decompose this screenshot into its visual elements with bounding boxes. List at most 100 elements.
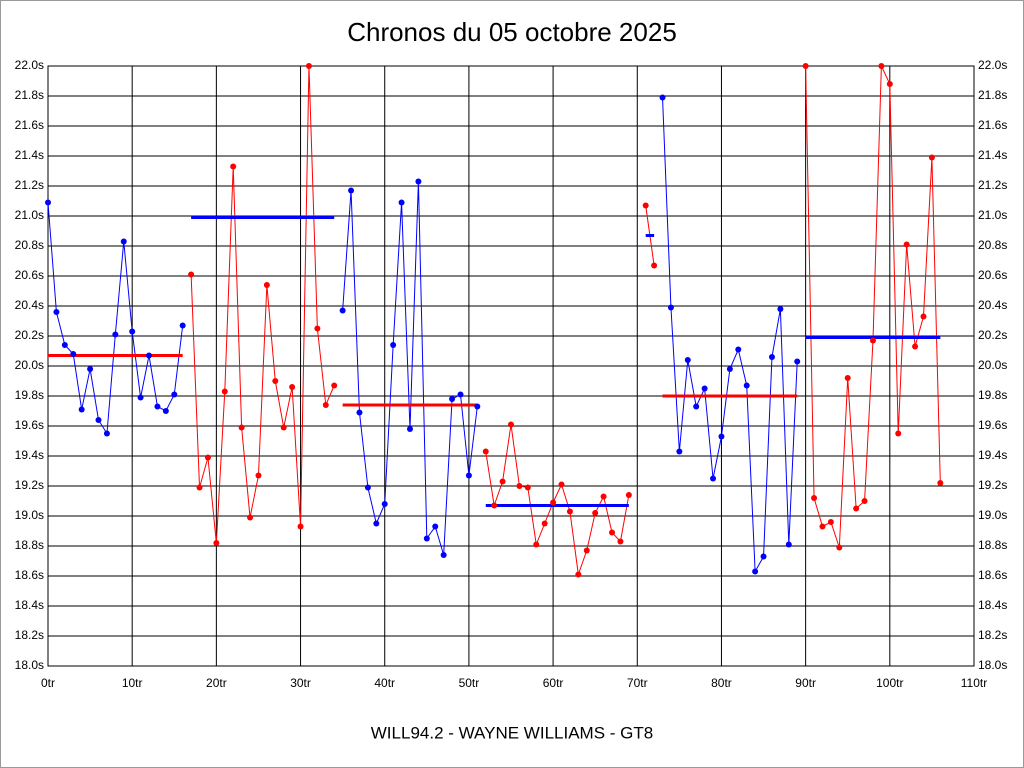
lap-point xyxy=(112,331,119,338)
lap-point xyxy=(735,346,742,353)
lap-point xyxy=(263,282,270,288)
lap-point xyxy=(491,502,498,509)
lap-point xyxy=(785,541,792,548)
lap-point xyxy=(103,430,110,437)
lap-point xyxy=(381,501,388,507)
y-tick-label: 18.2s xyxy=(15,628,44,642)
lap-point xyxy=(465,472,472,479)
y-tick-label: 20.4s xyxy=(15,298,44,312)
x-tick-label: 90tr xyxy=(795,676,816,690)
lap-point xyxy=(364,484,371,491)
x-axis-label: WILL94.2 - WAYNE WILLIAMS - GT8 xyxy=(371,723,653,742)
lap-point xyxy=(903,241,910,248)
lap-point xyxy=(583,547,590,554)
y-tick-label-right: 18.8s xyxy=(978,538,1007,552)
x-tick-label: 70tr xyxy=(627,676,648,690)
lap-point xyxy=(314,325,321,332)
lap-point xyxy=(886,81,893,87)
lap-point xyxy=(61,342,68,348)
lap-point xyxy=(390,342,397,348)
lap-point xyxy=(255,472,262,479)
y-tick-label-right: 21.2s xyxy=(978,178,1007,192)
lap-point xyxy=(541,520,548,527)
lap-point xyxy=(297,523,304,530)
lap-point xyxy=(238,424,245,431)
lap-point xyxy=(137,394,144,401)
lap-line xyxy=(485,424,630,575)
lap-point xyxy=(794,358,801,365)
x-tick-label: 40tr xyxy=(374,676,395,690)
lap-point xyxy=(171,391,178,398)
lap-point xyxy=(827,519,834,525)
lap-point xyxy=(508,421,514,428)
lap-point xyxy=(95,417,102,423)
lap-point xyxy=(819,523,826,530)
lap-point xyxy=(928,154,935,161)
y-tick-label: 19.2s xyxy=(15,478,44,492)
lap-point xyxy=(920,313,927,320)
plot-border xyxy=(47,65,975,667)
lap-point xyxy=(398,199,405,206)
lap-point xyxy=(777,306,784,312)
y-tick-label: 19.6s xyxy=(15,418,44,432)
lap-point xyxy=(247,514,254,521)
x-tick-label: 110tr xyxy=(961,676,987,690)
x-tick-label: 0tr xyxy=(41,676,55,690)
x-tick-label: 10tr xyxy=(122,676,143,690)
lap-point xyxy=(280,424,287,431)
lap-point xyxy=(836,544,843,551)
lap-point xyxy=(609,529,616,536)
y-tick-label-right: 18.2s xyxy=(978,628,1007,642)
lap-point xyxy=(423,535,430,542)
lap-point xyxy=(701,385,708,392)
lap-point xyxy=(78,406,85,413)
y-tick-label: 19.0s xyxy=(15,508,44,522)
y-tick-label-right: 20.4s xyxy=(978,298,1007,312)
lap-point xyxy=(802,63,809,69)
lap-point xyxy=(710,475,717,482)
lap-point xyxy=(457,391,464,398)
y-tick-label-right: 20.0s xyxy=(978,358,1007,372)
lap-point xyxy=(844,375,851,381)
lap-point xyxy=(676,448,683,455)
lap-point xyxy=(861,498,868,504)
lap-point xyxy=(853,505,860,512)
lap-point xyxy=(617,538,624,545)
lap-point xyxy=(642,202,649,209)
lap-point xyxy=(878,63,885,69)
lap-point xyxy=(651,262,658,269)
y-tick-label: 18.6s xyxy=(15,568,44,582)
lap-point xyxy=(667,304,674,311)
y-tick-label-right: 19.2s xyxy=(978,478,1007,492)
y-tick-label-right: 21.0s xyxy=(978,208,1007,222)
lap-point xyxy=(912,343,919,350)
lap-point xyxy=(895,430,902,437)
lap-point xyxy=(575,571,582,578)
lap-point xyxy=(196,484,203,491)
y-tick-label-right: 18.4s xyxy=(978,598,1007,612)
lap-point xyxy=(516,483,523,489)
lap-point xyxy=(760,553,767,560)
lap-point xyxy=(230,163,237,170)
y-tick-label: 20.6s xyxy=(15,268,44,282)
lap-point xyxy=(204,454,211,461)
y-tick-label-right: 19.8s xyxy=(978,388,1007,402)
y-tick-label-right: 21.6s xyxy=(978,118,1007,132)
lap-point xyxy=(592,510,599,516)
lap-point xyxy=(752,568,759,575)
lap-point xyxy=(146,352,153,359)
lap-point xyxy=(87,366,94,372)
y-tick-label: 19.4s xyxy=(15,448,44,462)
lap-point xyxy=(524,484,531,491)
lap-point xyxy=(415,178,422,185)
lap-point xyxy=(154,403,161,410)
y-tick-label: 21.2s xyxy=(15,178,44,192)
y-tick-label: 20.0s xyxy=(15,358,44,372)
lap-point xyxy=(373,520,380,527)
y-tick-label-right: 22.0s xyxy=(978,58,1007,72)
y-tick-label-right: 19.0s xyxy=(978,508,1007,522)
lap-point xyxy=(684,357,691,363)
lap-point xyxy=(162,408,169,414)
y-tick-label-right: 19.4s xyxy=(978,448,1007,462)
lap-point xyxy=(811,495,818,501)
